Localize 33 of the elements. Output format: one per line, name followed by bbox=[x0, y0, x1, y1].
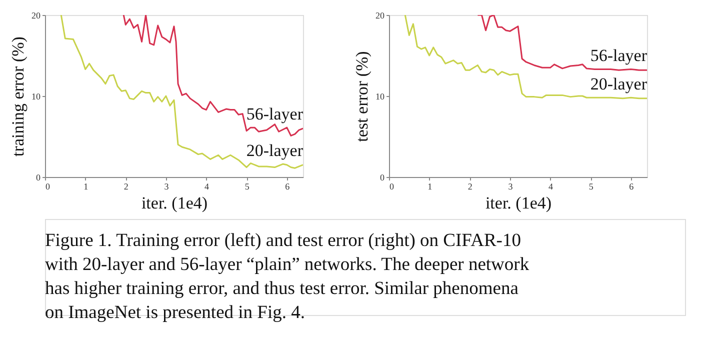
x-tick-label: 3 bbox=[508, 182, 514, 192]
y-tick-label: 10 bbox=[32, 92, 41, 102]
y-tick-label: 10 bbox=[376, 92, 385, 102]
x-tick-label: 0 bbox=[46, 182, 50, 192]
y-axis-title: training error (%) bbox=[8, 36, 28, 156]
x-tick-label: 5 bbox=[244, 182, 250, 192]
series-label: 56-layer bbox=[246, 104, 304, 124]
x-tick-label: 1 bbox=[84, 182, 88, 192]
line-series bbox=[60, 15, 303, 169]
x-axis-title: iter. (1e4) bbox=[141, 194, 208, 212]
series-label: 20-layer bbox=[590, 74, 648, 94]
caption: Figure 1. Training error (left) and test error (right) on CIFAR-10 with 20-layer and 56-layer “plain” networks. The deeper network has higher training error, and thus test error. Similar phenomena on ImageNet is presented in Fig. 4. bbox=[45, 231, 530, 323]
line-series bbox=[476, 15, 647, 71]
x-tick-label: 1 bbox=[428, 182, 432, 192]
x-tick-label: 6 bbox=[629, 182, 634, 192]
x-tick-label: 0 bbox=[390, 182, 394, 192]
series-label: 20-layer bbox=[246, 140, 304, 160]
x-tick-label: 2 bbox=[124, 182, 128, 192]
x-axis-title: iter. (1e4) bbox=[485, 194, 552, 212]
y-tick-label: 0 bbox=[36, 172, 41, 182]
y-tick-label: 20 bbox=[32, 10, 41, 20]
series-label: 56-layer bbox=[590, 46, 648, 66]
y-axis-title: test error (%) bbox=[352, 51, 372, 142]
x-tick-label: 6 bbox=[285, 182, 290, 192]
x-tick-label: 2 bbox=[468, 182, 472, 192]
x-tick-label: 4 bbox=[548, 182, 554, 192]
line-series bbox=[404, 15, 647, 100]
x-tick-label: 5 bbox=[588, 182, 594, 192]
y-tick-label: 0 bbox=[380, 172, 385, 182]
x-tick-label: 4 bbox=[204, 182, 210, 192]
y-tick-label: 20 bbox=[376, 10, 385, 20]
line-series bbox=[122, 15, 303, 136]
x-tick-label: 3 bbox=[164, 182, 170, 192]
